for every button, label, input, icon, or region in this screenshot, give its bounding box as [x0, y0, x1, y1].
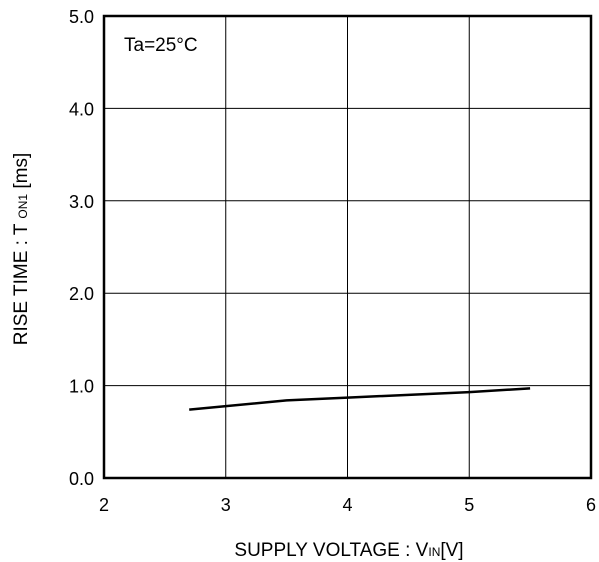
- x-axis-title-subscript: IN: [428, 545, 440, 559]
- y-tick-label: 1.0: [69, 377, 94, 397]
- x-tick-label: 4: [342, 495, 352, 515]
- y-tick-label: 2.0: [69, 284, 94, 304]
- y-tick-label: 4.0: [69, 99, 94, 119]
- annotation-temperature: Ta=25°C: [124, 35, 198, 56]
- y-tick-label: 3.0: [69, 192, 94, 212]
- series-group: [189, 387, 531, 411]
- y-tick-labels: 0.0 1.0 2.0 3.0 4.0 5.0: [69, 7, 94, 489]
- x-axis-title-suffix: [V]: [440, 540, 463, 561]
- y-axis-title-suffix: [ms]: [11, 153, 32, 194]
- x-axis-title: SUPPLY VOLTAGE : VIN[V]: [234, 540, 463, 561]
- series-line: [189, 387, 531, 411]
- y-axis-title: RISE TIME : T ON1 [ms]: [11, 153, 32, 346]
- x-tick-label: 2: [99, 495, 109, 515]
- y-tick-label: 5.0: [69, 7, 94, 27]
- grid-lines: [104, 16, 591, 478]
- x-tick-labels: 2 3 4 5 6: [99, 495, 596, 515]
- x-tick-label: 3: [221, 495, 231, 515]
- x-tick-label: 5: [464, 495, 474, 515]
- x-tick-label: 6: [586, 495, 596, 515]
- y-axis-title-subscript: ON1: [16, 194, 30, 219]
- plot-frame: [102, 14, 593, 480]
- x-axis-title-main: SUPPLY VOLTAGE : V: [234, 540, 428, 561]
- y-tick-label: 0.0: [69, 469, 94, 489]
- y-axis-title-main: RISE TIME : T: [11, 219, 32, 346]
